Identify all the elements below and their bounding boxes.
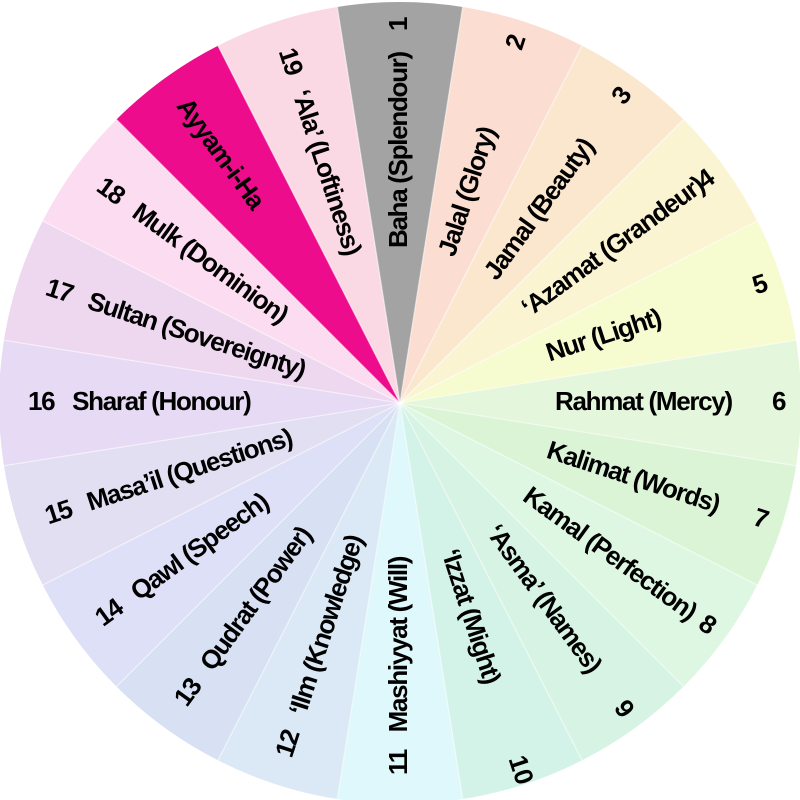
svg-text:6: 6 <box>772 386 786 416</box>
svg-text:11 Mashiyyat (Will): 11 Mashiyyat (Will) <box>383 556 413 775</box>
svg-text:16 Sharaf (Honour): 16 Sharaf (Honour) <box>28 386 251 416</box>
svg-text:1: 1 <box>383 17 413 31</box>
svg-text:Baha (Splendour): Baha (Splendour) <box>383 51 413 248</box>
svg-text:Rahmat (Mercy): Rahmat (Mercy) <box>555 386 732 416</box>
